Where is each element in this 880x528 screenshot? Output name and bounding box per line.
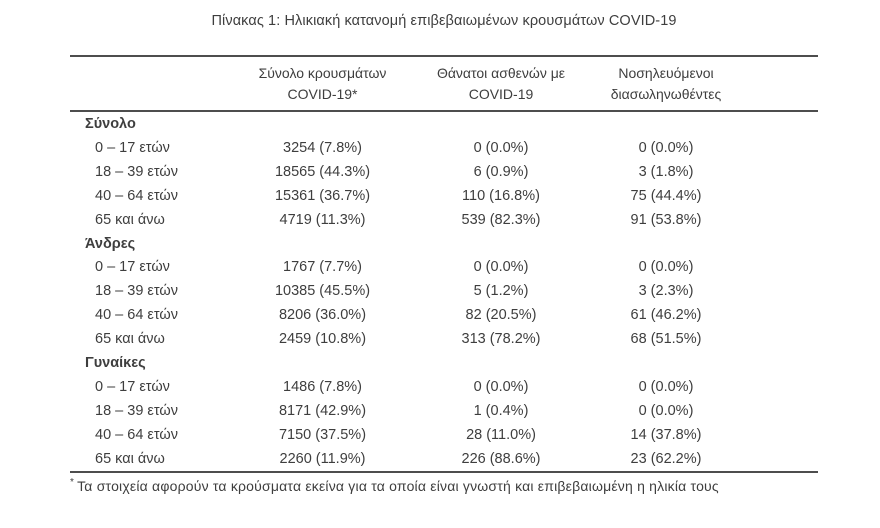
deaths-cell: 1 (0.4%): [473, 403, 529, 420]
deaths-cell: 0 (0.0%): [473, 259, 529, 276]
age-label: 40 – 64 ετών: [95, 307, 178, 324]
age-label: 65 και άνω: [95, 211, 165, 228]
cases-cell: 8206 (36.0%): [278, 307, 367, 324]
cases-cell: 15361 (36.7%): [274, 187, 371, 204]
header-total-cases-line1: Σύνολο κρουσμάτων: [258, 65, 387, 81]
table-row: 65 και άνω 2459 (10.8%) 313 (78.2%) 68 (…: [70, 327, 818, 351]
age-label: 18 – 39 ετών: [95, 403, 178, 420]
table-row: 65 και άνω 2260 (11.9%) 226 (88.6%) 23 (…: [70, 447, 818, 472]
cases-cell: 2459 (10.8%): [278, 331, 367, 348]
age-label: 18 – 39 ετών: [95, 163, 178, 180]
cases-cell: 1767 (7.7%): [283, 259, 362, 276]
header-total-cases-line2: COVID-19*: [287, 86, 358, 102]
deaths-cell: 539 (82.3%): [461, 211, 541, 228]
age-label: 65 και άνω: [95, 331, 165, 348]
table-title: Πίνακας 1: Ηλικιακή κατανομή επιβεβαιωμέ…: [211, 13, 677, 29]
section-row-women: Γυναίκες: [70, 351, 818, 375]
header-deaths-line1: Θάνατοι ασθενών με: [436, 65, 566, 81]
header-deaths-line2: COVID-19: [468, 86, 534, 102]
deaths-cell: 0 (0.0%): [473, 139, 529, 156]
age-label: 0 – 17 ετών: [95, 379, 170, 396]
header-deaths: Θάνατοι ασθενών με COVID-19: [410, 56, 592, 112]
cases-cell: 18565 (44.3%): [274, 163, 371, 180]
section-row-men: Άνδρες: [70, 232, 818, 256]
table-row: 40 – 64 ετών 7150 (37.5%) 28 (11.0%) 14 …: [70, 423, 818, 447]
header-intubated-line1: Νοσηλευόμενοι: [618, 65, 714, 81]
footnote-text: Τα στοιχεία αφορούν τα κρούσματα εκείνα …: [77, 478, 719, 494]
intubated-cell: 0 (0.0%): [638, 379, 694, 396]
table-row: 18 – 39 ετών 8171 (42.9%) 1 (0.4%) 0 (0.…: [70, 399, 818, 423]
intubated-cell: 3 (2.3%): [638, 283, 694, 300]
section-label-women: Γυναίκες: [85, 355, 146, 372]
intubated-cell: 61 (46.2%): [630, 307, 702, 324]
deaths-cell: 6 (0.9%): [473, 163, 529, 180]
table-row: 0 – 17 ετών 1767 (7.7%) 0 (0.0%) 0 (0.0%…: [70, 256, 818, 280]
age-label: 40 – 64 ετών: [95, 426, 178, 443]
deaths-cell: 0 (0.0%): [473, 379, 529, 396]
age-label: 0 – 17 ετών: [95, 259, 170, 276]
age-label: 40 – 64 ετών: [95, 187, 178, 204]
deaths-cell: 110 (16.8%): [462, 187, 540, 204]
table-row: 0 – 17 ετών 3254 (7.8%) 0 (0.0%) 0 (0.0%…: [70, 136, 818, 160]
intubated-cell: 0 (0.0%): [638, 139, 694, 156]
cases-cell: 8171 (42.9%): [278, 403, 367, 420]
header-intubated-line2: διασωληνωθέντες: [610, 86, 722, 102]
deaths-cell: 226 (88.6%): [461, 450, 541, 467]
intubated-cell: 0 (0.0%): [638, 259, 694, 276]
section-label-men: Άνδρες: [85, 235, 136, 252]
cases-cell: 2260 (11.9%): [279, 450, 366, 467]
intubated-cell: 23 (62.2%): [630, 450, 702, 467]
table-row: 40 – 64 ετών 8206 (36.0%) 82 (20.5%) 61 …: [70, 303, 818, 327]
cases-cell: 7150 (37.5%): [278, 426, 367, 443]
deaths-cell: 5 (1.2%): [473, 283, 529, 300]
age-label: 0 – 17 ετών: [95, 139, 170, 156]
intubated-cell: 68 (51.5%): [630, 331, 702, 348]
intubated-cell: 75 (44.4%): [630, 187, 702, 204]
age-label: 18 – 39 ετών: [95, 283, 178, 300]
header-intubated: Νοσηλευόμενοι διασωληνωθέντες: [592, 56, 818, 112]
deaths-cell: 28 (11.0%): [466, 426, 536, 443]
intubated-cell: 0 (0.0%): [638, 403, 694, 420]
cases-cell: 1486 (7.8%): [283, 379, 362, 396]
cases-cell: 3254 (7.8%): [283, 139, 362, 156]
table-row: 18 – 39 ετών 10385 (45.5%) 5 (1.2%) 3 (2…: [70, 279, 818, 303]
deaths-cell: 82 (20.5%): [465, 307, 537, 324]
header-empty-cell: [70, 56, 235, 112]
age-label: 65 και άνω: [95, 450, 165, 467]
covid-age-distribution-table: Σύνολο κρουσμάτων COVID-19* Θάνατοι ασθε…: [70, 55, 818, 473]
cases-cell: 4719 (11.3%): [279, 211, 366, 228]
header-row: Σύνολο κρουσμάτων COVID-19* Θάνατοι ασθε…: [70, 56, 818, 112]
section-row-total: Σύνολο: [70, 111, 818, 136]
footnote: * Τα στοιχεία αφορούν τα κρούσματα εκείνα…: [70, 477, 830, 495]
section-label-total: Σύνολο: [85, 115, 136, 132]
table-row: 18 – 39 ετών 18565 (44.3%) 6 (0.9%) 3 (1…: [70, 160, 818, 184]
table-row: 65 και άνω 4719 (11.3%) 539 (82.3%) 91 (…: [70, 208, 818, 232]
deaths-cell: 313 (78.2%): [461, 331, 541, 348]
header-total-cases: Σύνολο κρουσμάτων COVID-19*: [235, 56, 410, 112]
intubated-cell: 91 (53.8%): [630, 211, 702, 228]
footnote-marker: *: [70, 477, 75, 489]
cases-cell: 10385 (45.5%): [274, 283, 371, 300]
data-table: Σύνολο κρουσμάτων COVID-19* Θάνατοι ασθε…: [70, 55, 818, 473]
intubated-cell: 14 (37.8%): [630, 426, 702, 443]
table-row: 0 – 17 ετών 1486 (7.8%) 0 (0.0%) 0 (0.0%…: [70, 375, 818, 399]
intubated-cell: 3 (1.8%): [638, 163, 694, 180]
table-row: 40 – 64 ετών 15361 (36.7%) 110 (16.8%) 7…: [70, 184, 818, 208]
